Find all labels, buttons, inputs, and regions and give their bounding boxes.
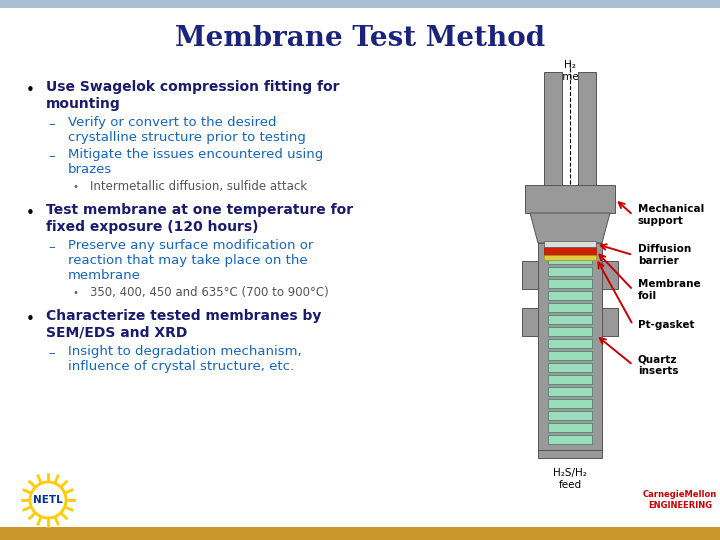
Bar <box>548 399 592 408</box>
Bar <box>0 527 720 540</box>
Bar <box>548 339 592 348</box>
Text: –: – <box>49 241 55 254</box>
Text: H₂S/H₂
feed: H₂S/H₂ feed <box>553 468 587 490</box>
Text: •: • <box>26 206 35 221</box>
Text: Mitigate the issues encountered using: Mitigate the issues encountered using <box>68 148 323 161</box>
Text: Diffusion
barrier: Diffusion barrier <box>638 244 691 266</box>
Bar <box>538 450 602 458</box>
Text: –: – <box>49 118 55 131</box>
Bar <box>602 261 618 289</box>
Text: Verify or convert to the desired: Verify or convert to the desired <box>68 116 276 129</box>
Bar <box>544 247 596 255</box>
Bar <box>548 363 592 372</box>
Bar <box>544 72 562 202</box>
Bar <box>544 241 596 247</box>
Text: Pt-gasket: Pt-gasket <box>638 320 695 330</box>
Bar <box>548 351 592 360</box>
Text: Test membrane at one temperature for: Test membrane at one temperature for <box>46 203 353 217</box>
Text: •: • <box>26 312 35 327</box>
Text: membrane: membrane <box>68 269 141 282</box>
Text: Use Swagelok compression fitting for: Use Swagelok compression fitting for <box>46 80 340 94</box>
Text: crystalline structure prior to testing: crystalline structure prior to testing <box>68 131 306 144</box>
Bar <box>548 267 592 276</box>
Text: Intermetallic diffusion, sulfide attack: Intermetallic diffusion, sulfide attack <box>90 180 307 193</box>
Bar <box>548 315 592 324</box>
Text: brazes: brazes <box>68 163 112 176</box>
Text: SEM/EDS and XRD: SEM/EDS and XRD <box>46 326 187 340</box>
Bar <box>548 411 592 420</box>
Bar <box>0 0 720 8</box>
Text: –: – <box>49 347 55 360</box>
Text: Membrane Test Method: Membrane Test Method <box>175 24 545 51</box>
Bar <box>548 327 592 336</box>
Text: 350, 400, 450 and 635°C (700 to 900°C): 350, 400, 450 and 635°C (700 to 900°C) <box>90 286 329 299</box>
Bar <box>548 255 592 264</box>
Text: –: – <box>49 150 55 163</box>
Text: H₂
permeate: H₂ permeate <box>545 60 595 82</box>
Bar <box>522 261 538 289</box>
Bar <box>525 185 615 213</box>
Text: Preserve any surface modification or: Preserve any surface modification or <box>68 239 313 252</box>
Bar <box>544 255 596 260</box>
Text: NETL: NETL <box>33 495 63 505</box>
Bar <box>522 308 538 336</box>
Text: mounting: mounting <box>46 97 121 111</box>
Bar <box>578 72 596 202</box>
Bar <box>548 423 592 432</box>
Text: fixed exposure (120 hours): fixed exposure (120 hours) <box>46 220 258 234</box>
Circle shape <box>30 482 66 518</box>
Text: influence of crystal structure, etc.: influence of crystal structure, etc. <box>68 360 294 373</box>
Text: Insight to degradation mechanism,: Insight to degradation mechanism, <box>68 345 302 358</box>
Bar <box>548 279 592 288</box>
Bar <box>548 375 592 384</box>
Text: reaction that may take place on the: reaction that may take place on the <box>68 254 307 267</box>
Bar <box>548 435 592 444</box>
Bar <box>548 387 592 396</box>
Text: Membrane
foil: Membrane foil <box>638 279 701 301</box>
Bar <box>548 291 592 300</box>
Bar <box>548 303 592 312</box>
Text: CarnegieMellon
ENGINEERING: CarnegieMellon ENGINEERING <box>643 490 717 510</box>
Text: Mechanical
support: Mechanical support <box>638 204 704 226</box>
Bar <box>602 308 618 336</box>
Text: •: • <box>73 182 79 192</box>
Text: •: • <box>26 83 35 98</box>
Text: Characterize tested membranes by: Characterize tested membranes by <box>46 309 321 323</box>
Text: •: • <box>73 288 79 298</box>
Polygon shape <box>530 213 610 243</box>
Text: Quartz
inserts: Quartz inserts <box>638 354 678 376</box>
Bar <box>538 243 602 450</box>
